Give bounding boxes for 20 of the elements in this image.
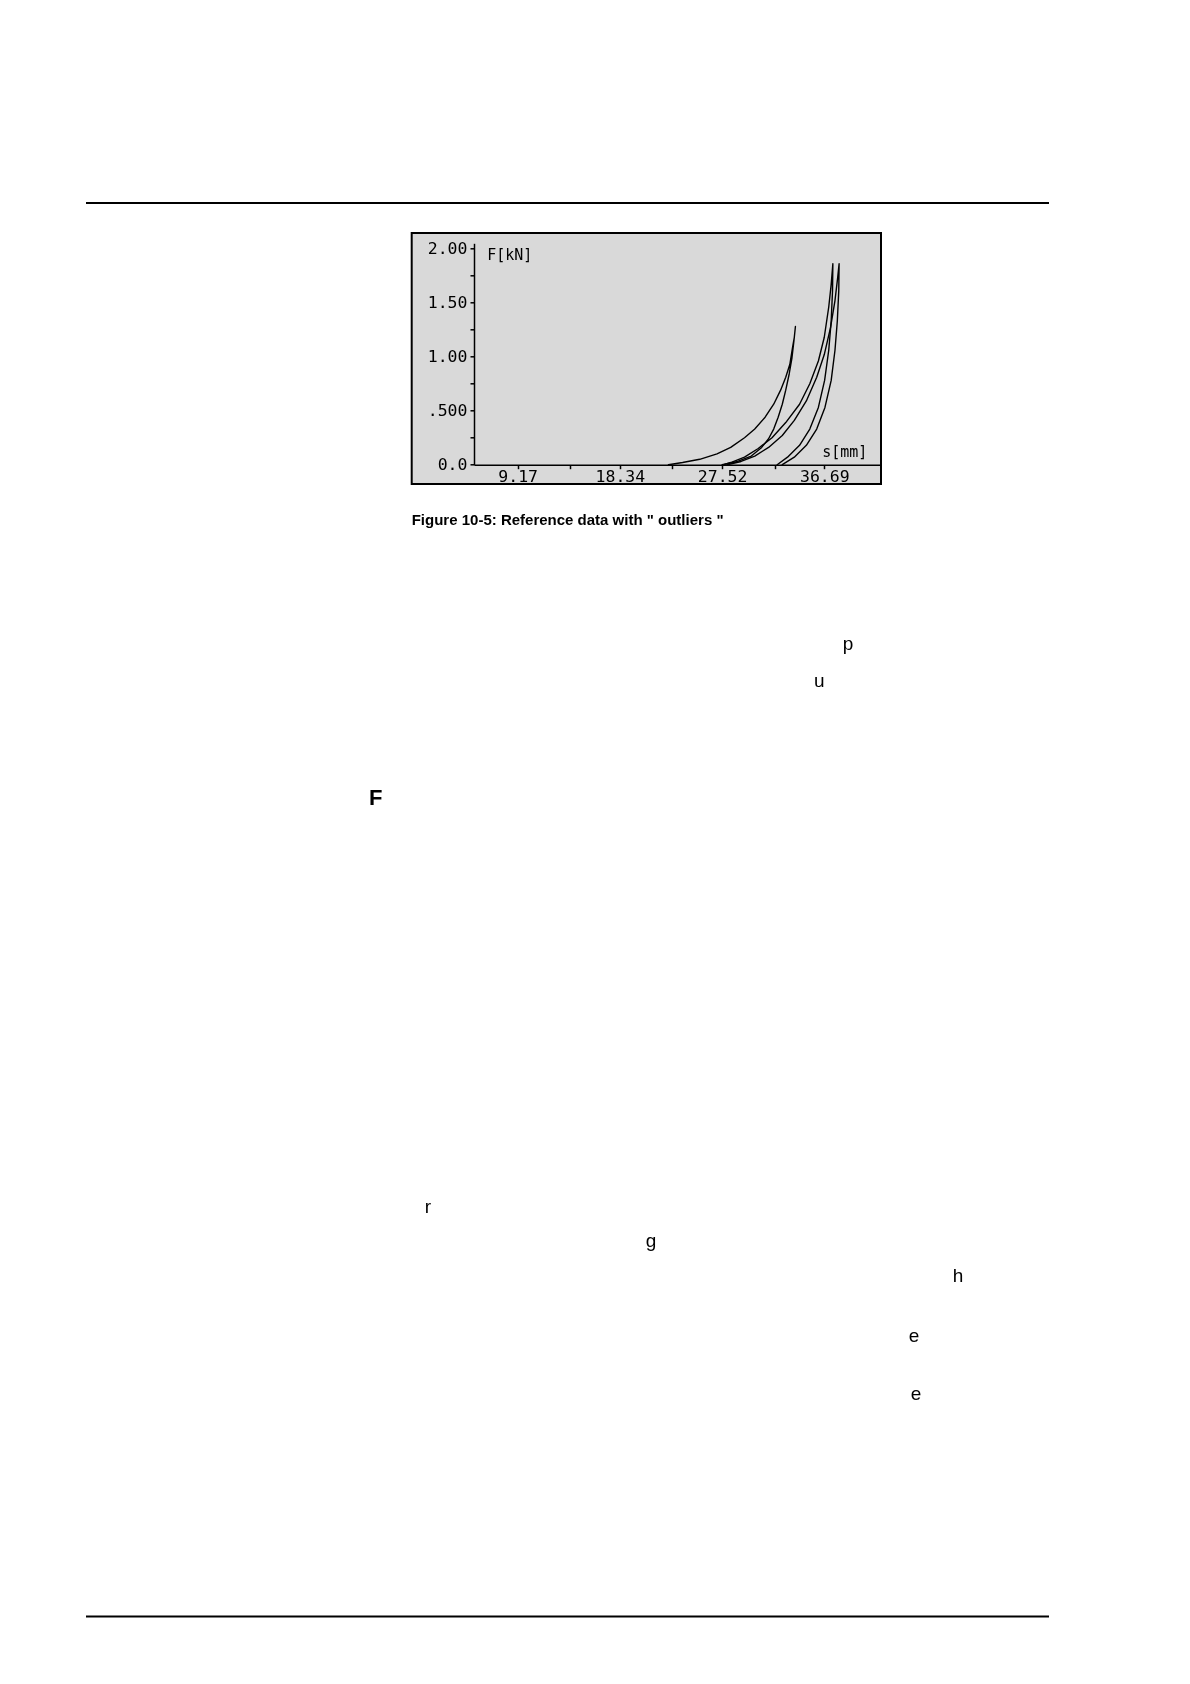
text: p (842, 633, 854, 654)
y-tick-label: 1.50 (427, 293, 468, 313)
text: r (424, 1195, 432, 1217)
y-tick-label: 0.0 (437, 455, 468, 475)
x-tick-label: 9.17 (498, 467, 539, 487)
y-tick-label: 2.00 (427, 239, 468, 259)
x-tick-label: 18.34 (595, 467, 646, 487)
y-tick-label: 1.00 (427, 347, 468, 367)
text: h (952, 1265, 964, 1286)
text: F (368, 785, 383, 811)
text: e (908, 1324, 920, 1346)
x-tick-label: 27.52 (697, 467, 748, 487)
y-axis-title: F[kN] (487, 246, 533, 265)
x-tick-label: 36.69 (799, 467, 850, 487)
text: u (814, 670, 825, 691)
caption: Figure 10-5: Reference data with " outliers " (411, 510, 724, 528)
text: g (645, 1229, 657, 1251)
text: e (910, 1382, 922, 1404)
x-axis-title: s[mm] (822, 442, 868, 461)
y-tick-label: .500 (427, 401, 468, 421)
